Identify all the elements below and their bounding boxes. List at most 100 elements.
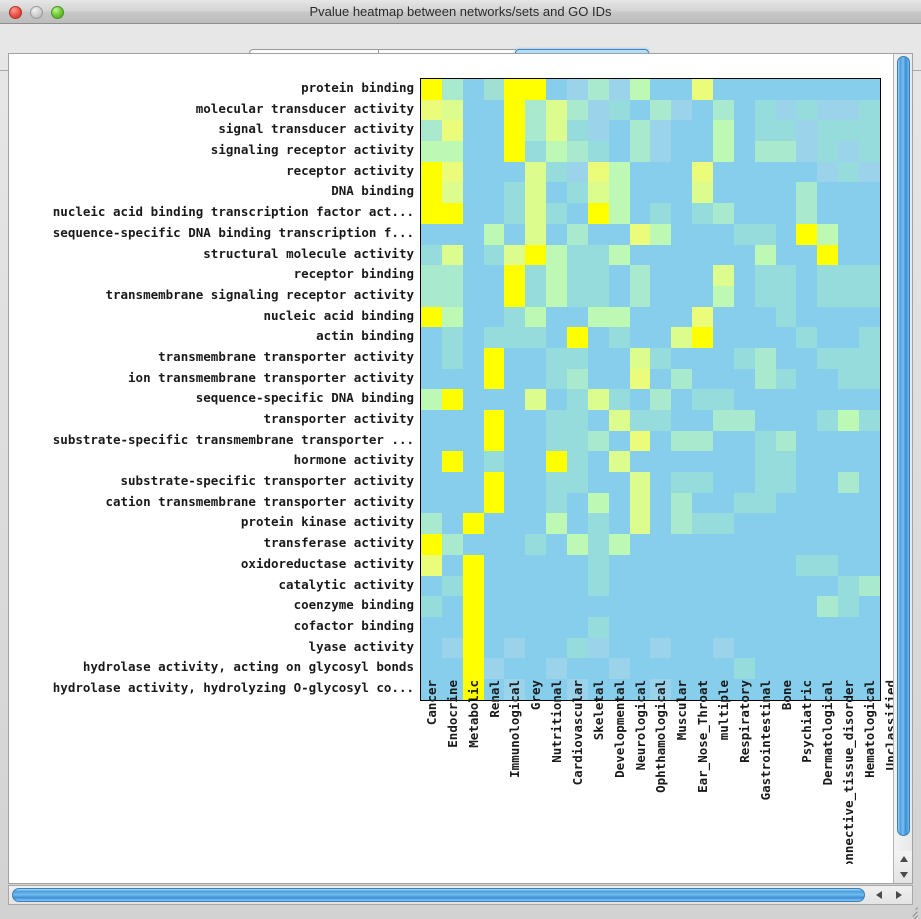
heatmap-cell[interactable] [859, 368, 880, 390]
heatmap-cell[interactable] [692, 575, 714, 597]
scroll-down-button[interactable] [894, 867, 912, 883]
heatmap-cell[interactable] [838, 306, 860, 328]
heatmap-cell[interactable] [713, 637, 734, 659]
heatmap-cell[interactable] [796, 120, 818, 142]
heatmap-cell[interactable] [713, 161, 734, 183]
heatmap-cell[interactable] [587, 368, 609, 390]
heatmap-cell[interactable] [796, 554, 818, 576]
heatmap-cell[interactable] [462, 554, 484, 576]
heatmap-cell[interactable] [525, 306, 547, 328]
heatmap-cell[interactable] [775, 678, 797, 700]
heatmap-cell[interactable] [838, 141, 860, 162]
heatmap-cell[interactable] [525, 472, 547, 493]
heatmap-cell[interactable] [671, 368, 693, 390]
heatmap-cell[interactable] [504, 203, 526, 224]
heatmap-cell[interactable] [671, 472, 693, 493]
heatmap-cell[interactable] [483, 616, 505, 638]
heatmap-cell[interactable] [733, 616, 755, 638]
heatmap-cell[interactable] [754, 182, 776, 204]
heatmap-cell[interactable] [587, 513, 609, 535]
heatmap-cell[interactable] [608, 203, 630, 224]
heatmap-cell[interactable] [859, 141, 880, 162]
heatmap-cell[interactable] [483, 99, 505, 121]
heatmap-cell[interactable] [462, 410, 484, 431]
heatmap-cell[interactable] [587, 203, 609, 224]
heatmap-cell[interactable] [567, 575, 588, 597]
resize-grip-icon[interactable] [905, 904, 919, 919]
heatmap-cell[interactable] [504, 472, 526, 493]
heatmap-cell[interactable] [504, 513, 526, 535]
heatmap-cell[interactable] [796, 244, 818, 266]
heatmap-cell[interactable] [546, 389, 568, 410]
heatmap-cell[interactable] [441, 410, 463, 431]
heatmap-cell[interactable] [567, 678, 588, 700]
heatmap-cell[interactable] [546, 658, 568, 679]
heatmap-cell[interactable] [421, 430, 442, 452]
heatmap-cell[interactable] [671, 575, 693, 597]
heatmap-cell[interactable] [733, 368, 755, 390]
heatmap-cell[interactable] [421, 596, 442, 617]
heatmap-cell[interactable] [462, 223, 484, 245]
heatmap-cell[interactable] [817, 223, 839, 245]
heatmap-cell[interactable] [671, 513, 693, 535]
heatmap-cell[interactable] [441, 161, 463, 183]
heatmap-cell[interactable] [733, 492, 755, 514]
heatmap-cell[interactable] [650, 347, 672, 369]
heatmap-cell[interactable] [838, 492, 860, 514]
heatmap-cell[interactable] [441, 658, 463, 679]
heatmap-cell[interactable] [754, 368, 776, 390]
heatmap-cell[interactable] [733, 472, 755, 493]
heatmap-cell[interactable] [587, 223, 609, 245]
heatmap-cell[interactable] [650, 616, 672, 638]
heatmap-cell[interactable] [713, 368, 734, 390]
heatmap-cell[interactable] [859, 120, 880, 142]
heatmap-cell[interactable] [504, 616, 526, 638]
heatmap-cell[interactable] [441, 120, 463, 142]
heatmap-cell[interactable] [733, 534, 755, 555]
heatmap-cell[interactable] [775, 596, 797, 617]
heatmap-cell[interactable] [525, 182, 547, 204]
heatmap-cell[interactable] [525, 141, 547, 162]
heatmap-cell[interactable] [441, 678, 463, 700]
heatmap-cell[interactable] [629, 161, 651, 183]
heatmap-cell[interactable] [817, 161, 839, 183]
heatmap-cell[interactable] [817, 410, 839, 431]
heatmap-cell[interactable] [525, 244, 547, 266]
heatmap-cell[interactable] [796, 285, 818, 307]
heatmap-cell[interactable] [504, 327, 526, 348]
heatmap-cell[interactable] [775, 451, 797, 473]
heatmap-cell[interactable] [608, 534, 630, 555]
heatmap-cell[interactable] [733, 658, 755, 679]
heatmap-cell[interactable] [733, 244, 755, 266]
heatmap-cell[interactable] [421, 616, 442, 638]
heatmap-cell[interactable] [838, 79, 860, 100]
heatmap-cell[interactable] [608, 410, 630, 431]
heatmap-cell[interactable] [462, 430, 484, 452]
heatmap-cell[interactable] [629, 451, 651, 473]
heatmap-cell[interactable] [546, 285, 568, 307]
heatmap-cell[interactable] [796, 223, 818, 245]
heatmap-cell[interactable] [754, 306, 776, 328]
heatmap-cell[interactable] [838, 513, 860, 535]
heatmap-cell[interactable] [546, 513, 568, 535]
heatmap-cell[interactable] [483, 513, 505, 535]
heatmap-cell[interactable] [733, 120, 755, 142]
heatmap-cell[interactable] [546, 79, 568, 100]
heatmap-cell[interactable] [733, 430, 755, 452]
heatmap-cell[interactable] [567, 554, 588, 576]
heatmap-cell[interactable] [462, 389, 484, 410]
heatmap-cell[interactable] [713, 99, 734, 121]
heatmap-cell[interactable] [525, 120, 547, 142]
heatmap-cell[interactable] [692, 285, 714, 307]
heatmap-cell[interactable] [754, 575, 776, 597]
heatmap-cell[interactable] [462, 596, 484, 617]
horizontal-scrollbar-thumb[interactable] [12, 888, 865, 902]
heatmap-cell[interactable] [671, 410, 693, 431]
heatmap-cell[interactable] [546, 678, 568, 700]
heatmap-cell[interactable] [525, 492, 547, 514]
heatmap-cell[interactable] [441, 306, 463, 328]
heatmap-cell[interactable] [608, 141, 630, 162]
heatmap-cell[interactable] [817, 99, 839, 121]
heatmap-cell[interactable] [817, 285, 839, 307]
heatmap-cell[interactable] [671, 306, 693, 328]
